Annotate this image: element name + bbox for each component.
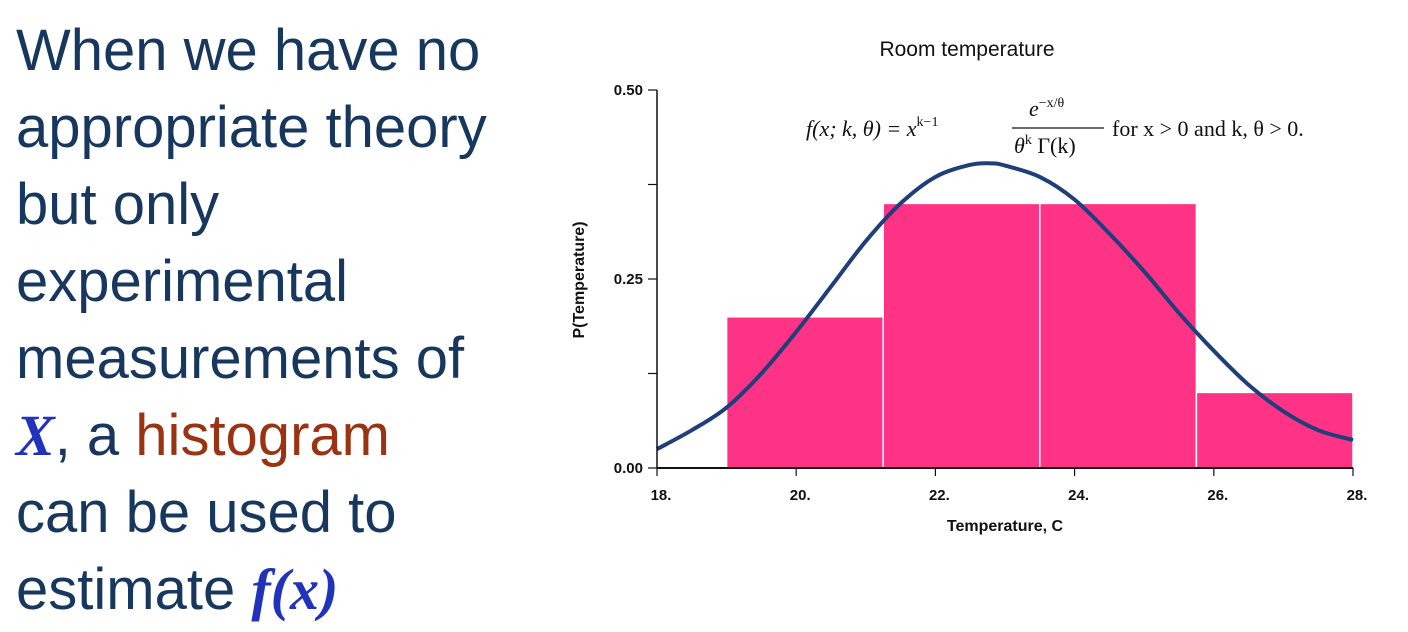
x-axis-title: Temperature, C <box>947 518 1064 535</box>
formula-numerator-exponent: −x/θ <box>1039 96 1065 111</box>
y-tick-label: 0.00 <box>614 460 643 477</box>
x-tick-label: 20. <box>790 487 811 504</box>
formula-denominator-rest: Γ(k) <box>1032 133 1076 158</box>
x-tick-label: 24. <box>1068 487 1089 504</box>
text-line-4: experimental <box>16 249 349 314</box>
text-line-6-rest: , a <box>54 403 136 468</box>
y-ticks-group: 0.00 0.25 0.50 <box>614 82 657 477</box>
text-line-7: can be used to <box>16 480 397 545</box>
x-ticks-group: 18. 20. 22. 24. 26. 28. <box>651 468 1368 504</box>
formula-condition: for x > 0 and k, θ > 0. <box>1112 116 1304 141</box>
x-tick-label: 18. <box>651 487 672 504</box>
text-line-2: appropriate theory <box>16 95 487 160</box>
gamma-pdf-formula: f(x; k, θ) = xk−1 e−x/θ θk Γ(k) for x > … <box>806 96 1304 158</box>
formula-denominator-exponent: k <box>1025 133 1032 148</box>
histogram-bar-2 <box>882 202 1041 469</box>
svg-text:θk Γ(k): θk Γ(k) <box>1014 133 1076 158</box>
x-tick-label: 26. <box>1207 487 1228 504</box>
chart-title: Room temperature <box>879 38 1054 61</box>
text-line-8-prefix: estimate <box>16 557 252 622</box>
y-axis-title: P(Temperature) <box>571 221 588 338</box>
slide-text: When we have no appropriate theory but o… <box>16 12 576 628</box>
formula-denominator: θ <box>1014 133 1025 158</box>
x-tick-label: 28. <box>1347 487 1368 504</box>
text-line-3: but only <box>16 172 220 237</box>
x-tick-label: 22. <box>929 487 950 504</box>
formula-lhs-exponent: k−1 <box>917 115 939 130</box>
variable-x: X <box>16 403 55 468</box>
density-curve <box>656 161 1354 451</box>
formula-lhs: f(x; k, θ) = x <box>806 116 917 141</box>
histogram-bar-4 <box>1195 391 1354 469</box>
svg-text:f(x; k, θ) = xk−1: f(x; k, θ) = xk−1 <box>806 115 938 141</box>
text-line-5: measurements of <box>16 326 465 391</box>
histogram-bar-3 <box>1039 202 1198 469</box>
bars-group <box>725 202 1354 469</box>
y-tick-label: 0.25 <box>614 271 643 288</box>
histogram-bar-1 <box>725 316 884 469</box>
formula-numerator: e <box>1029 96 1039 121</box>
function-fx: f(x) <box>251 557 339 622</box>
y-tick-label: 0.50 <box>614 82 643 99</box>
histogram-word: histogram <box>135 403 390 468</box>
text-line-1: When we have no <box>16 18 481 83</box>
text-line-8: estimate f(x) <box>16 551 576 628</box>
svg-text:e−x/θ: e−x/θ <box>1029 96 1065 121</box>
text-line-6: X, a histogram <box>16 397 576 474</box>
